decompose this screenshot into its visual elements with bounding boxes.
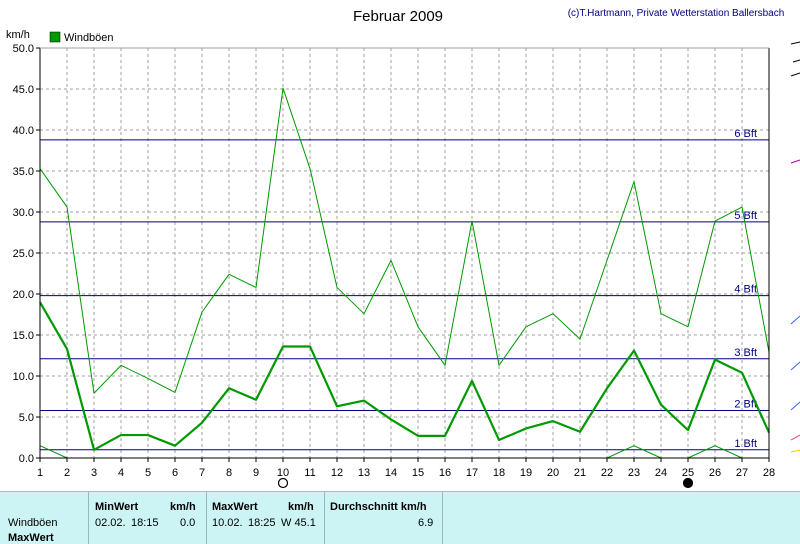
series-line-min xyxy=(39,445,68,459)
y-tick-label: 5.0 xyxy=(19,412,34,424)
y-tick-label: 45.0 xyxy=(13,84,34,96)
y-tick-label: 0.0 xyxy=(19,453,34,465)
beaufort-label: 4 Bft xyxy=(734,284,757,296)
x-tick-label: 24 xyxy=(655,467,667,479)
max-date: 10.02. xyxy=(212,517,243,529)
legend-label: Windböen xyxy=(64,32,114,44)
max-unit: km/h xyxy=(288,501,314,513)
x-tick-label: 18 xyxy=(493,467,505,479)
chart-title: Februar 2009 xyxy=(353,8,443,25)
x-tick-label: 5 xyxy=(145,467,151,479)
x-tick-label: 9 xyxy=(253,467,259,479)
legend-swatch xyxy=(49,31,61,43)
new-moon-icon xyxy=(682,477,694,489)
y-tick-label: 10.0 xyxy=(13,371,34,383)
y-tick-label: 30.0 xyxy=(13,207,34,219)
x-tick-label: 11 xyxy=(304,467,315,479)
min-value: 0.0 xyxy=(180,517,196,529)
y-tick-label: 35.0 xyxy=(13,166,34,178)
series-line-average xyxy=(39,301,771,451)
x-tick-label: 13 xyxy=(358,467,370,479)
series-line-min xyxy=(606,445,635,459)
x-tick-label: 8 xyxy=(226,467,232,479)
row-label-maxwert: MaxWert xyxy=(8,532,54,544)
min-date: 02.02. xyxy=(95,517,126,529)
x-tick-label: 10 xyxy=(277,467,289,479)
x-tick-label: 28 xyxy=(763,467,775,479)
x-tick-label: 6 xyxy=(172,467,178,479)
beaufort-label: 2 Bft xyxy=(734,398,757,410)
chart-credit: (c)T.Hartmann, Private Wetterstation Bal… xyxy=(568,8,785,19)
beaufort-lines: 1 Bft 2 Bft 3 Bft 4 Bft 5 Bft 6 Bft xyxy=(40,128,769,451)
moon-phases xyxy=(277,477,694,489)
max-time: 18:25 xyxy=(248,517,276,529)
beaufort-label: 1 Bft xyxy=(734,438,757,450)
x-tick-label: 26 xyxy=(709,467,721,479)
beaufort-label: 3 Bft xyxy=(734,347,757,359)
y-axis-unit: km/h xyxy=(6,29,30,41)
right-edge-fragments xyxy=(790,41,800,453)
y-tick-label: 20.0 xyxy=(13,289,34,301)
min-header: MinWert xyxy=(95,501,139,513)
x-tick-label: 27 xyxy=(736,467,748,479)
x-tick-label: 3 xyxy=(91,467,97,479)
min-time: 18:15 xyxy=(131,517,159,529)
x-tick-label: 1 xyxy=(37,467,43,479)
x-tick-label: 19 xyxy=(520,467,532,479)
y-tick-label: 50.0 xyxy=(13,43,34,55)
series-line-max xyxy=(39,87,770,394)
series-line-min xyxy=(714,445,743,459)
series-line-min xyxy=(633,445,662,459)
legend: Windböen xyxy=(49,31,114,44)
y-tick-label: 15.0 xyxy=(13,330,34,342)
x-tick-label: 2 xyxy=(64,467,70,479)
statistics-panel: Windböen MaxWert MinWert km/h 02.02. 18:… xyxy=(0,491,800,544)
x-tick-label: 17 xyxy=(466,467,478,479)
x-tick-label: 14 xyxy=(385,467,397,479)
beaufort-label: 6 Bft xyxy=(734,128,757,140)
wind-gust-chart: Februar 2009 (c)T.Hartmann, Private Wett… xyxy=(6,8,800,489)
row-label-windboeen: Windböen xyxy=(8,517,58,529)
max-value: W 45.1 xyxy=(281,517,316,529)
full-moon-icon xyxy=(277,477,289,489)
x-tick-label: 4 xyxy=(118,467,124,479)
x-tick-label: 25 xyxy=(682,467,694,479)
x-tick-label: 22 xyxy=(601,467,613,479)
x-tick-label: 23 xyxy=(628,467,640,479)
x-tick-label: 21 xyxy=(574,467,586,479)
avg-header: Durchschnitt km/h xyxy=(330,501,427,513)
min-unit: km/h xyxy=(170,501,196,513)
max-header: MaxWert xyxy=(212,501,258,513)
x-tick-label: 12 xyxy=(331,467,343,479)
x-tick-label: 20 xyxy=(547,467,559,479)
avg-value: 6.9 xyxy=(418,517,434,529)
y-tick-label: 25.0 xyxy=(13,248,34,260)
series-line-min xyxy=(687,445,716,459)
beaufort-label: 5 Bft xyxy=(734,210,757,222)
axes: 0.0 5.0 10.0 15.0 20.0 25.0 30.0 35.0 40.0 45.0 50… xyxy=(13,43,776,479)
y-tick-label: 40.0 xyxy=(13,125,34,137)
data-series xyxy=(39,87,771,459)
x-tick-label: 7 xyxy=(199,467,205,479)
x-tick-label: 15 xyxy=(412,467,424,479)
x-tick-label: 16 xyxy=(439,467,451,479)
grid xyxy=(40,47,769,458)
